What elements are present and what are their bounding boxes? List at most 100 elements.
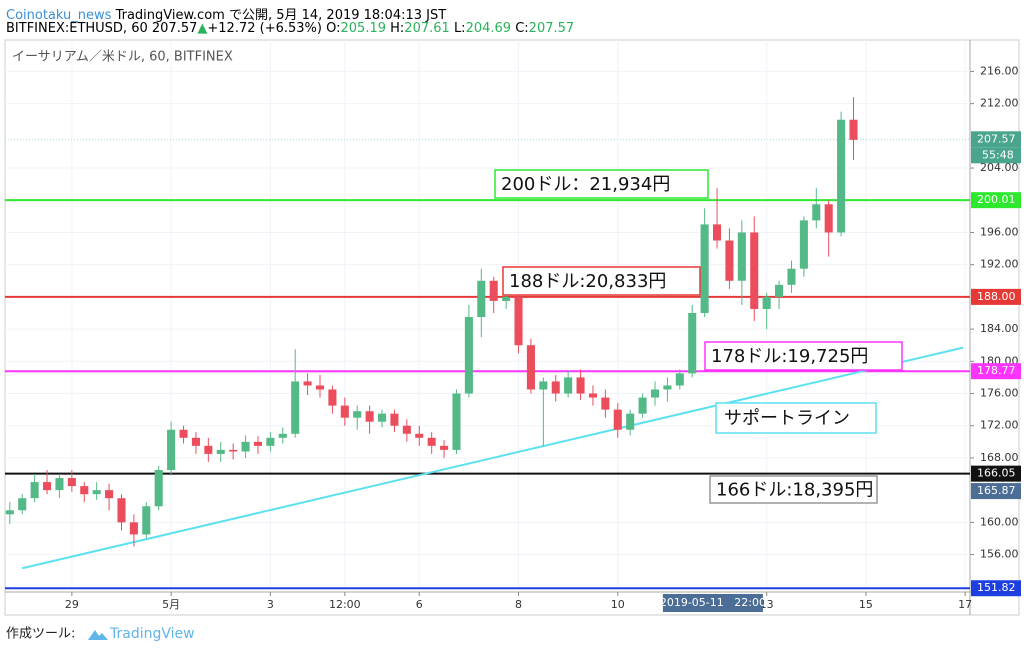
candle-body — [340, 405, 349, 418]
candle-body — [67, 478, 76, 487]
candle-body — [849, 119, 858, 140]
x-tick-label: 3 — [267, 598, 274, 611]
price-label-bg — [971, 483, 1021, 500]
candle-body — [154, 470, 163, 507]
candle-body — [514, 296, 523, 346]
candle-body — [626, 413, 635, 430]
annotation-text: 178ドル:19,725円 — [711, 346, 868, 367]
annotation-text: 166ドル:18,395円 — [716, 480, 873, 501]
candle-body — [452, 393, 461, 450]
candle-body — [105, 490, 114, 499]
author[interactable]: Coinotaku_news — [6, 8, 112, 23]
crosshair-x-bg — [662, 594, 763, 612]
candle-body — [315, 385, 325, 390]
annotation-text: 188ドル:20,833円 — [509, 271, 666, 292]
price-label: 151.82 — [977, 581, 1016, 594]
candle-body — [129, 522, 138, 535]
candle-body — [303, 381, 312, 386]
countdown-bg — [971, 147, 1021, 164]
y-tick-label: 212.00 — [980, 97, 1019, 110]
candle-body — [5, 510, 14, 515]
candle-body — [688, 312, 697, 374]
x-tick-label: 8 — [515, 598, 522, 611]
candle-body — [191, 437, 200, 446]
candle-body — [775, 284, 784, 297]
price-label-bg — [971, 580, 1021, 597]
price-label: 200.01 — [977, 193, 1016, 206]
annotation-text: 200ドル：21,934円 — [501, 174, 670, 195]
y-tick-label: 216.00 — [980, 64, 1019, 77]
h-value: 207.61 — [404, 21, 450, 36]
annotation-box — [704, 341, 903, 371]
candle-body — [266, 437, 275, 446]
price-label-bg — [971, 131, 1021, 148]
annotation-box — [709, 475, 878, 504]
candle-body — [539, 381, 548, 390]
y-tick-label: 172.00 — [980, 419, 1019, 432]
candle-body — [365, 411, 374, 422]
candle-body — [204, 445, 213, 454]
crosshair-x-label: 2019-05-11 22:00 — [660, 596, 766, 609]
x-tick-label: 5月 — [162, 598, 180, 611]
candle-body — [837, 119, 846, 233]
last: 207.57 — [151, 21, 198, 36]
candle-body — [737, 232, 746, 281]
price-label: 207.57 — [977, 132, 1016, 145]
x-tick-label: 10 — [611, 598, 625, 611]
header-line-2: BITFINEX:ETHUSD, 60 207.57▲+12.72 (+6.53… — [6, 21, 574, 36]
y-tick-label: 168.00 — [980, 451, 1019, 464]
candle-body — [787, 268, 796, 285]
price-label-bg — [971, 363, 1021, 380]
candle-body — [526, 345, 535, 390]
candle-body — [390, 413, 399, 426]
price-label-bg — [971, 288, 1021, 305]
o-value: 205.19 — [340, 21, 387, 36]
candle-body — [179, 429, 188, 438]
candle-body — [55, 478, 64, 491]
candle-body — [551, 381, 560, 394]
candle-body — [278, 433, 287, 438]
price-label-bg — [971, 465, 1021, 482]
footer-brand[interactable]: TradingView — [109, 626, 195, 642]
published: TradingView.com で公開, 5月 14, 2019 18:04:1… — [115, 8, 447, 23]
candle-body — [464, 317, 473, 394]
candle-body — [576, 377, 585, 394]
candle-body — [489, 280, 498, 301]
y-tick-label: 196.00 — [980, 225, 1019, 238]
y-tick-label: 176.00 — [980, 387, 1019, 400]
y-tick-label: 184.00 — [980, 322, 1019, 335]
x-tick-label: 29 — [65, 598, 79, 611]
annotation-text: サポートライン — [724, 408, 850, 429]
candle-body — [750, 232, 759, 309]
annotation-box — [715, 402, 877, 434]
candle-body — [427, 437, 436, 446]
candle-body — [328, 389, 337, 406]
o-label: O: — [326, 21, 341, 36]
h-label: H: — [390, 21, 405, 36]
x-tick-label: 6 — [416, 598, 423, 611]
x-tick-label: 13 — [760, 598, 774, 611]
header-line-1: Coinotaku_news TradingView.com で公開, 5月 1… — [6, 4, 446, 23]
price-label: 165.87 — [977, 484, 1016, 497]
y-tick-label: 204.00 — [980, 161, 1019, 174]
price-label: 188.00 — [977, 290, 1016, 303]
price-label: 178.77 — [977, 364, 1016, 377]
countdown: 55:48 — [982, 148, 1014, 161]
candle-body — [564, 377, 573, 394]
y-tick-label: 160.00 — [980, 515, 1019, 528]
x-tick-label: 17 — [958, 598, 972, 611]
candle-body — [601, 397, 610, 410]
annotation-box — [502, 266, 701, 296]
plot — [5, 40, 970, 590]
l-label: L: — [453, 21, 466, 36]
candle-body — [378, 413, 387, 422]
candle-body — [824, 204, 833, 233]
candle-body — [402, 425, 411, 434]
candle-body — [812, 204, 821, 221]
annotation-box — [494, 169, 709, 199]
candle-body — [700, 224, 709, 313]
candle-body — [167, 429, 176, 471]
candle-body — [415, 433, 424, 438]
